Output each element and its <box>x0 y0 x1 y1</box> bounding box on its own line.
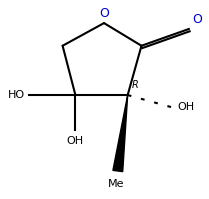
Text: OH: OH <box>177 102 194 112</box>
Polygon shape <box>113 95 128 172</box>
Text: HO: HO <box>8 90 25 100</box>
Text: O: O <box>192 13 202 26</box>
Text: O: O <box>99 7 109 20</box>
Text: R: R <box>132 80 138 90</box>
Text: OH: OH <box>67 137 84 146</box>
Text: Me: Me <box>108 179 124 189</box>
